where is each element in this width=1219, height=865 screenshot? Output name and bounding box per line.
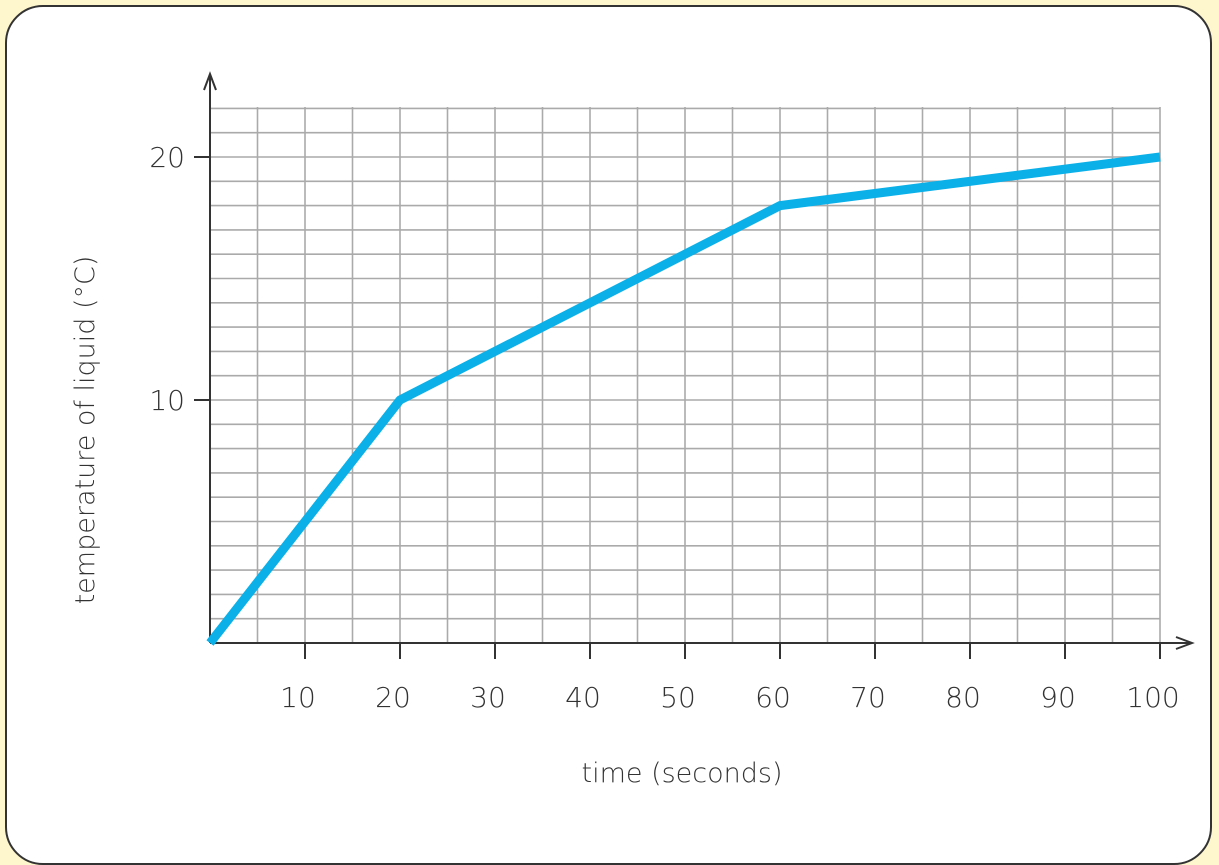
series-line: [206, 152, 1161, 646]
grid: [210, 107, 1161, 643]
x-tick-label: 20: [375, 681, 411, 714]
x-axis-title: time (seconds): [581, 758, 782, 789]
axes: [203, 71, 1195, 650]
x-axis-arrow-icon: [1175, 636, 1195, 650]
series: [206, 152, 1161, 646]
x-tick-label: 40: [565, 681, 601, 714]
y-tick-label: 10: [149, 384, 185, 417]
x-tick-label: 70: [850, 681, 886, 714]
y-tick-label: 20: [149, 141, 185, 174]
x-tick-label: 100: [1126, 681, 1179, 714]
x-tick-label: 30: [470, 681, 506, 714]
y-tick-labels: 10 20: [149, 141, 210, 417]
x-tick-label: 90: [1040, 681, 1076, 714]
x-tick-label: 10: [280, 681, 316, 714]
x-tick-labels: 10 20 30 40 50 60 70 80 90 100: [280, 643, 1180, 714]
y-axis-arrow-icon: [203, 71, 217, 91]
line-chart: 10 20 30 40 50 60 70 80 90 100 10 20 time (seconds…: [70, 71, 1195, 789]
y-axis-title: temperature of liquid (°C): [70, 256, 101, 605]
chart-frame: [5, 5, 1212, 865]
x-tick-label: 60: [755, 681, 791, 714]
x-tick-label: 50: [660, 681, 696, 714]
x-tick-label: 80: [945, 681, 981, 714]
